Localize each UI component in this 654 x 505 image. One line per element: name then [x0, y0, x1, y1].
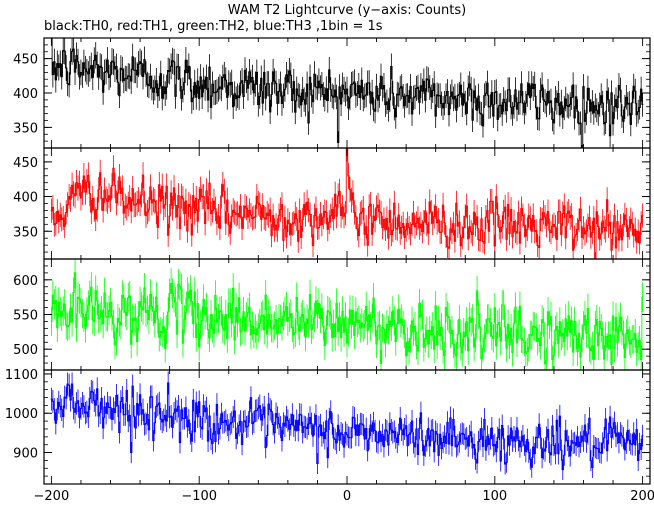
y-tick-label: 1000 — [5, 407, 38, 422]
y-tick-label: 500 — [13, 343, 38, 358]
series-th1 — [50, 148, 644, 259]
panel-th0: 350 400 450 — [13, 37, 651, 149]
lightcurve-line — [51, 38, 644, 148]
panel-th2: 500 550 600 — [13, 258, 651, 371]
panel-th1: 350 400 450 — [13, 147, 651, 260]
chart-title: WAM T2 Lightcurve (y−axis: Counts) — [228, 3, 466, 18]
y-axis-ticks: 350 400 450 — [13, 147, 650, 260]
x-tick-label: 0 — [343, 489, 351, 504]
x-tick-label: 200 — [630, 489, 654, 504]
panel-th3: 900 1000 1100 — [5, 368, 651, 485]
y-tick-label: 400 — [13, 87, 38, 102]
y-tick-label: 350 — [13, 225, 38, 240]
y-tick-label: 600 — [13, 274, 38, 289]
lightcurve-line — [50, 148, 644, 259]
y-tick-label: 400 — [13, 191, 38, 206]
y-tick-label: 450 — [13, 53, 38, 68]
series-th3 — [50, 371, 644, 481]
y-axis-ticks: 350 400 450 — [13, 37, 650, 149]
panels-group: 350 400 450 350 400 450 500 550 600 900 1000 1100 — [5, 37, 651, 485]
y-axis-ticks: 900 1000 1100 — [5, 368, 650, 485]
lightcurve-line — [50, 272, 644, 365]
series-th2 — [50, 259, 644, 370]
y-tick-label: 1100 — [5, 368, 38, 383]
x-tick-label: −100 — [181, 489, 217, 504]
error-bars — [50, 259, 644, 370]
y-tick-label: 450 — [13, 156, 38, 171]
y-tick-label: 900 — [13, 447, 38, 462]
x-axis-ticks: −200 −100 0 100 200 — [34, 489, 654, 504]
series-th0 — [50, 38, 644, 148]
error-bars — [50, 371, 644, 481]
y-tick-label: 550 — [13, 309, 38, 324]
x-tick-label: 100 — [482, 489, 507, 504]
lightcurve-line — [50, 382, 644, 471]
y-tick-label: 350 — [13, 121, 38, 136]
panel-frame — [43, 147, 651, 260]
x-tick-label: −200 — [34, 489, 70, 504]
chart-subtitle: black:TH0, red:TH1, green:TH2, blue:TH3 … — [44, 19, 383, 34]
